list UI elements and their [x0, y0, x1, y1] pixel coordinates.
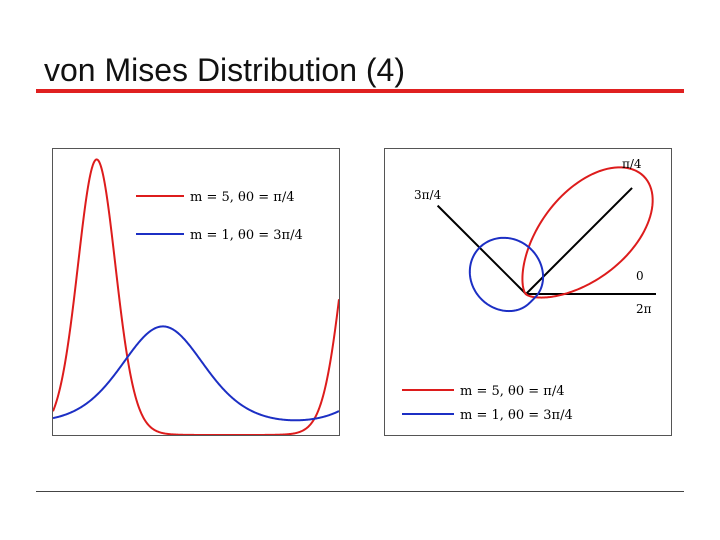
- polar-axis-2: [436, 204, 527, 295]
- bottom-divider: [36, 491, 684, 492]
- density-plot-svg: m = 5, θ0 = π/4 m = 1, θ0 = 3π/4: [52, 148, 340, 436]
- polar-plot: π/4 3π/4 0 2π m = 5, θ0 = π/4 m = 1, θ0 = 3π/…: [384, 148, 672, 436]
- density-legend-label-1: m = 5, θ0 = π/4: [190, 190, 294, 205]
- polar-series-curve-2: [468, 236, 545, 313]
- title-underline-bar: [36, 89, 684, 93]
- polar-axis-1: [525, 187, 633, 295]
- density-series-line-1: [52, 158, 340, 436]
- polar-angle-label-4: 2π: [636, 302, 652, 316]
- polar-legend-label-1: m = 5, θ0 = π/4: [460, 384, 564, 399]
- slide-title: von Mises Distribution (4): [44, 52, 405, 88]
- density-plot-frame: [52, 148, 340, 436]
- density-legend-label-2: m = 1, θ0 = 3π/4: [190, 228, 303, 243]
- polar-plot-svg: π/4 3π/4 0 2π m = 5, θ0 = π/4 m = 1, θ0 = 3π/…: [384, 148, 672, 436]
- title-underline: [36, 89, 684, 93]
- bottom-divider-line: [36, 491, 684, 492]
- polar-angle-label-1: π/4: [622, 157, 642, 171]
- polar-legend-label-2: m = 1, θ0 = 3π/4: [460, 408, 573, 423]
- polar-angle-label-2: 3π/4: [414, 188, 442, 202]
- polar-series-curve-1: [521, 166, 654, 299]
- density-plot: m = 5, θ0 = π/4 m = 1, θ0 = 3π/4: [52, 148, 340, 436]
- polar-plot-frame: [384, 148, 672, 436]
- density-series-line-2: [52, 325, 340, 422]
- polar-angle-label-3: 0: [636, 269, 644, 283]
